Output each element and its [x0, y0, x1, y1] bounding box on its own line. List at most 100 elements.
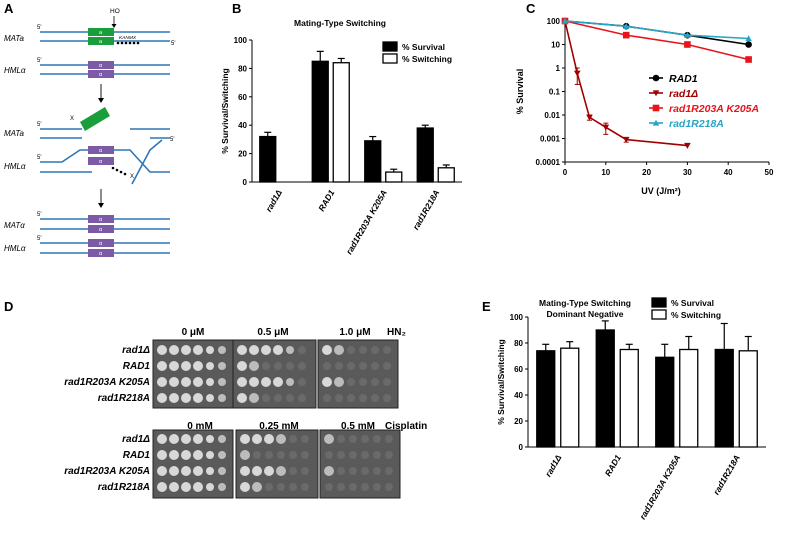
y-tick-label: 80 — [514, 339, 523, 348]
data-point — [602, 124, 610, 131]
legend-entry: % Survival — [671, 298, 714, 308]
mat-locus-label: MATa — [4, 129, 25, 138]
colony-spot — [240, 466, 250, 476]
colony-spot — [349, 451, 357, 459]
hml-box-bottom — [88, 70, 114, 78]
bar — [536, 350, 556, 448]
strain-label: rad1R218A — [98, 393, 150, 404]
hml-box-bottom — [88, 249, 114, 257]
hml-locus-label: HMLα — [4, 244, 26, 253]
colony-spot — [289, 467, 297, 475]
colony-spot — [157, 361, 167, 371]
cis-conc-2: 0.5 mM — [341, 421, 375, 432]
colony-spot — [193, 466, 203, 476]
data-point — [652, 74, 660, 82]
colony-spot — [373, 435, 381, 443]
x-tick-label: rad1Δ — [263, 188, 284, 214]
colony-spot — [218, 394, 226, 402]
colony-spot — [371, 362, 379, 370]
colony-spot — [337, 451, 345, 459]
mat-alpha-box-bottom — [88, 225, 114, 233]
legend-entry: % Switching — [402, 54, 452, 64]
hml-box-top — [88, 146, 114, 154]
x-tick-label: RAD1 — [316, 188, 336, 213]
colony-spot — [334, 345, 344, 355]
colony-spot — [181, 345, 191, 355]
kanmx-label: KANMX — [119, 35, 137, 41]
colony-spot — [274, 394, 282, 402]
mata-box-top — [88, 28, 114, 36]
colony-spot — [334, 377, 344, 387]
cis-conc-0: 0 mM — [187, 421, 213, 432]
five-prime-label: 5' — [37, 25, 41, 31]
colony-spot — [157, 482, 167, 492]
legend-entry: rad1R203A K205A — [669, 103, 759, 115]
colony-spot — [301, 467, 309, 475]
legend-entry: rad1Δ — [669, 88, 698, 100]
colony-spot — [359, 362, 367, 370]
colony-spot — [347, 346, 355, 354]
colony-spot — [276, 466, 286, 476]
colony-spot — [249, 345, 259, 355]
colony-spot — [252, 434, 262, 444]
y-tick-label: 0.001 — [540, 135, 561, 144]
colony-spot — [286, 394, 294, 402]
colony-spot — [264, 466, 274, 476]
colony-spot — [273, 345, 283, 355]
colony-spot — [371, 378, 379, 386]
colony-spot — [218, 483, 226, 491]
colony-spot — [193, 361, 203, 371]
colony-spot — [359, 378, 367, 386]
data-point — [684, 41, 691, 48]
colony-spot — [289, 435, 297, 443]
y-tick-label: 0 — [519, 443, 524, 452]
colony-spot — [286, 346, 294, 354]
colony-spot — [181, 361, 191, 371]
legend-swatch — [382, 41, 398, 52]
colony-spot — [193, 345, 203, 355]
colony-spot — [252, 466, 262, 476]
x-tick-label: rad1Δ — [543, 453, 564, 479]
colony-spot — [169, 361, 179, 371]
colony-spot — [324, 434, 334, 444]
data-point — [622, 31, 630, 39]
five-prime-label: 5' — [37, 212, 41, 218]
bar — [738, 350, 758, 448]
a-gene-label: a — [99, 39, 103, 45]
colony-spot — [337, 467, 345, 475]
panel-e-chart: E 0 20 40 60 80 100 % Survival/Switching rad1Δ R… — [482, 297, 766, 521]
colony-spot — [157, 377, 167, 387]
colony-spot — [276, 434, 286, 444]
alpha-gene-label: α — [99, 72, 103, 78]
y-tick-label: 1 — [556, 64, 561, 73]
down-arrow-icon — [98, 98, 104, 103]
strain-label: rad1R203A K205A — [64, 466, 150, 477]
bar — [714, 348, 734, 448]
colony-spot — [301, 451, 309, 459]
alpha-gene-label: α — [99, 159, 103, 165]
colony-spot — [169, 345, 179, 355]
colony-spot — [325, 451, 333, 459]
strain-label: rad1Δ — [122, 345, 150, 356]
hn2-conc-2: 1.0 μM — [339, 327, 370, 338]
alpha-gene-label: α — [99, 251, 103, 257]
colony-spot — [337, 483, 345, 491]
alpha-gene-label: α — [99, 63, 103, 69]
x-tick-label: 10 — [601, 168, 610, 177]
alpha-gene-label: α — [99, 217, 103, 223]
data-point — [622, 136, 630, 143]
hml-box-bottom — [88, 157, 114, 165]
colony-spot — [206, 435, 214, 443]
colony-spot — [323, 394, 331, 402]
x-tick-label: 30 — [683, 168, 692, 177]
colony-spot — [249, 377, 259, 387]
colony-spot — [193, 450, 203, 460]
colony-spot — [252, 482, 262, 492]
x-label: X — [130, 174, 134, 180]
colony-spot — [169, 393, 179, 403]
colony-spot — [298, 378, 306, 386]
data-point — [652, 104, 660, 112]
series-line — [564, 20, 749, 40]
hml-locus-label: HMLα — [4, 162, 26, 171]
